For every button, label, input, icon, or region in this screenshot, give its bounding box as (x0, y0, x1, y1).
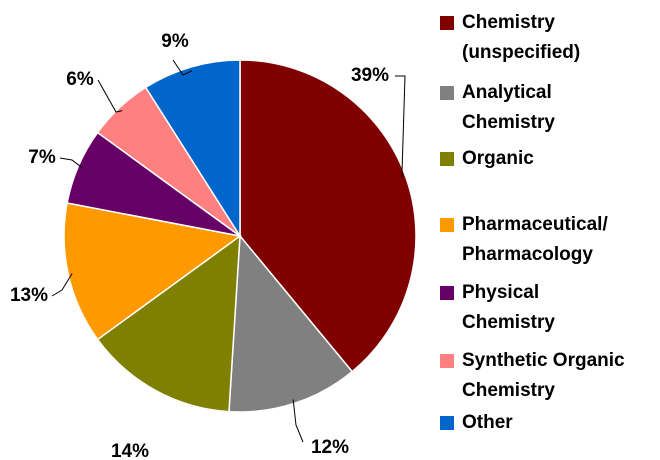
legend-swatch (440, 218, 454, 232)
legend-swatch (440, 354, 454, 368)
data-label: 9% (161, 31, 189, 52)
leader-line (51, 273, 73, 297)
leader-line (395, 75, 406, 178)
legend-item: Synthetic Organic Chemistry (440, 346, 660, 406)
legend-label: Analytical Chemistry (462, 82, 555, 133)
leader-line (172, 59, 193, 76)
legend-item: Pharmaceutical/ Pharmacology (440, 210, 660, 270)
legend-swatch (440, 86, 454, 100)
pie-slice (96, 234, 241, 413)
data-label: 12% (311, 437, 349, 458)
leader-line (97, 79, 123, 113)
legend-item: Analytical Chemistry (440, 78, 602, 138)
legend-label: Physical Chemistry (462, 282, 555, 333)
pie-slice (144, 59, 241, 239)
legend-item: Physical Chemistry (440, 278, 602, 338)
pie-slice (228, 234, 354, 413)
legend-label: Pharmaceutical/ Pharmacology (462, 214, 608, 265)
leader-line (292, 399, 304, 443)
legend-label: Chemistry (unspecified) (462, 12, 581, 63)
legend-swatch (440, 16, 454, 30)
legend-swatch (440, 152, 454, 166)
data-label: 6% (66, 69, 94, 90)
legend-label: Organic (462, 148, 534, 169)
legend-item: Chemistry (unspecified) (440, 8, 602, 68)
legend-swatch (440, 416, 454, 430)
leader-line (59, 157, 83, 169)
data-label: 13% (10, 285, 48, 306)
data-label: 7% (28, 147, 56, 168)
pie-slice (239, 59, 417, 373)
legend-swatch (440, 286, 454, 300)
legend-item: Other (440, 408, 660, 438)
legend-label: Synthetic Organic Chemistry (462, 350, 625, 401)
legend-label: Other (462, 412, 513, 433)
legend-item: Organic (440, 144, 660, 174)
pie-slice (63, 202, 242, 341)
data-label: 39% (351, 65, 389, 86)
data-label: 14% (111, 441, 149, 460)
